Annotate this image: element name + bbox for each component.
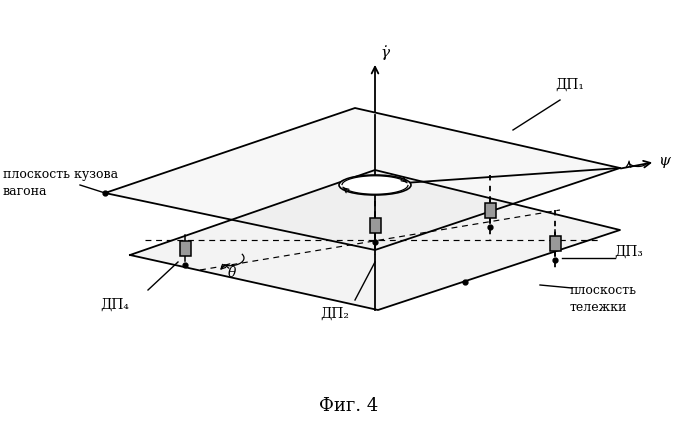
Text: ДП₁: ДП₁ <box>555 78 584 92</box>
Text: ДП₃: ДП₃ <box>614 245 643 259</box>
Ellipse shape <box>339 175 411 195</box>
Text: ψ: ψ <box>658 154 670 168</box>
Text: θ̇: θ̇ <box>228 266 236 280</box>
Text: γ̇: γ̇ <box>381 45 390 60</box>
Bar <box>485 203 496 218</box>
Text: плоскость
тележки: плоскость тележки <box>570 284 637 314</box>
Bar <box>370 218 381 233</box>
Bar <box>180 241 191 256</box>
Text: ДП₄: ДП₄ <box>100 298 129 312</box>
Text: ДП₂: ДП₂ <box>320 307 349 321</box>
Polygon shape <box>130 170 620 310</box>
Text: Фиг. 4: Фиг. 4 <box>319 397 379 415</box>
Bar <box>550 236 561 251</box>
Polygon shape <box>105 108 620 250</box>
Text: плоскость кузова
вагона: плоскость кузова вагона <box>3 168 118 198</box>
